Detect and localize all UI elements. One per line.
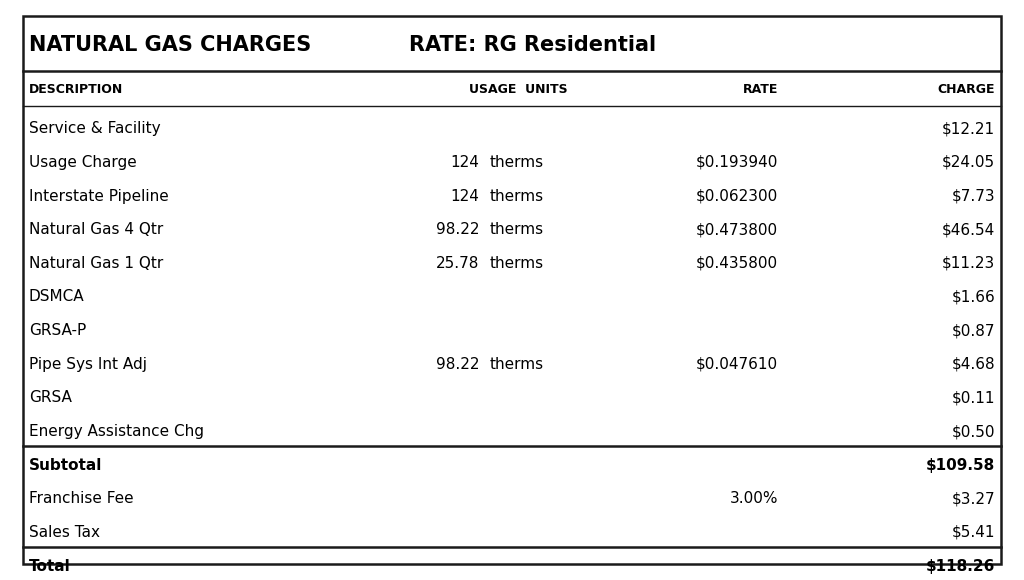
Text: $11.23: $11.23 [942,256,995,271]
Text: $0.11: $0.11 [952,390,995,405]
Text: $0.047610: $0.047610 [696,357,778,372]
Text: $3.27: $3.27 [951,491,995,506]
Text: therms: therms [489,188,544,204]
Text: 98.22: 98.22 [436,357,479,372]
Text: 98.22: 98.22 [436,222,479,237]
Text: $46.54: $46.54 [942,222,995,237]
Text: $0.435800: $0.435800 [696,256,778,271]
Text: $4.68: $4.68 [951,357,995,372]
Text: RATE: RG Residential: RATE: RG Residential [409,35,656,55]
Text: CHARGE: CHARGE [938,84,995,96]
Text: Pipe Sys Int Adj: Pipe Sys Int Adj [29,357,146,372]
Text: Service & Facility: Service & Facility [29,121,161,136]
Text: 25.78: 25.78 [436,256,479,271]
Text: $1.66: $1.66 [951,289,995,304]
Text: GRSA: GRSA [29,390,72,405]
Text: $12.21: $12.21 [942,121,995,136]
Text: $0.193940: $0.193940 [696,155,778,170]
Text: Natural Gas 1 Qtr: Natural Gas 1 Qtr [29,256,163,271]
Text: Energy Assistance Chg: Energy Assistance Chg [29,424,204,439]
Text: $109.58: $109.58 [926,458,995,473]
Text: Usage Charge: Usage Charge [29,155,136,170]
Text: Total: Total [29,559,71,574]
Text: therms: therms [489,155,544,170]
Text: 3.00%: 3.00% [730,491,778,506]
Text: $0.87: $0.87 [952,323,995,338]
Text: DESCRIPTION: DESCRIPTION [29,84,123,96]
Text: RATE: RATE [742,84,778,96]
Text: USAGE  UNITS: USAGE UNITS [469,84,567,96]
Text: therms: therms [489,357,544,372]
Text: Franchise Fee: Franchise Fee [29,491,133,506]
Text: therms: therms [489,256,544,271]
Text: $118.26: $118.26 [926,559,995,574]
Text: $24.05: $24.05 [942,155,995,170]
Text: therms: therms [489,222,544,237]
Text: 124: 124 [451,188,479,204]
Text: Natural Gas 4 Qtr: Natural Gas 4 Qtr [29,222,163,237]
Text: $5.41: $5.41 [952,525,995,540]
Text: $0.50: $0.50 [952,424,995,439]
Text: $0.473800: $0.473800 [696,222,778,237]
Text: GRSA-P: GRSA-P [29,323,86,338]
Text: Interstate Pipeline: Interstate Pipeline [29,188,168,204]
Text: Subtotal: Subtotal [29,458,102,473]
Text: 124: 124 [451,155,479,170]
Text: $7.73: $7.73 [951,188,995,204]
Text: $0.062300: $0.062300 [696,188,778,204]
Text: DSMCA: DSMCA [29,289,84,304]
Text: Sales Tax: Sales Tax [29,525,99,540]
Text: NATURAL GAS CHARGES: NATURAL GAS CHARGES [29,35,311,55]
